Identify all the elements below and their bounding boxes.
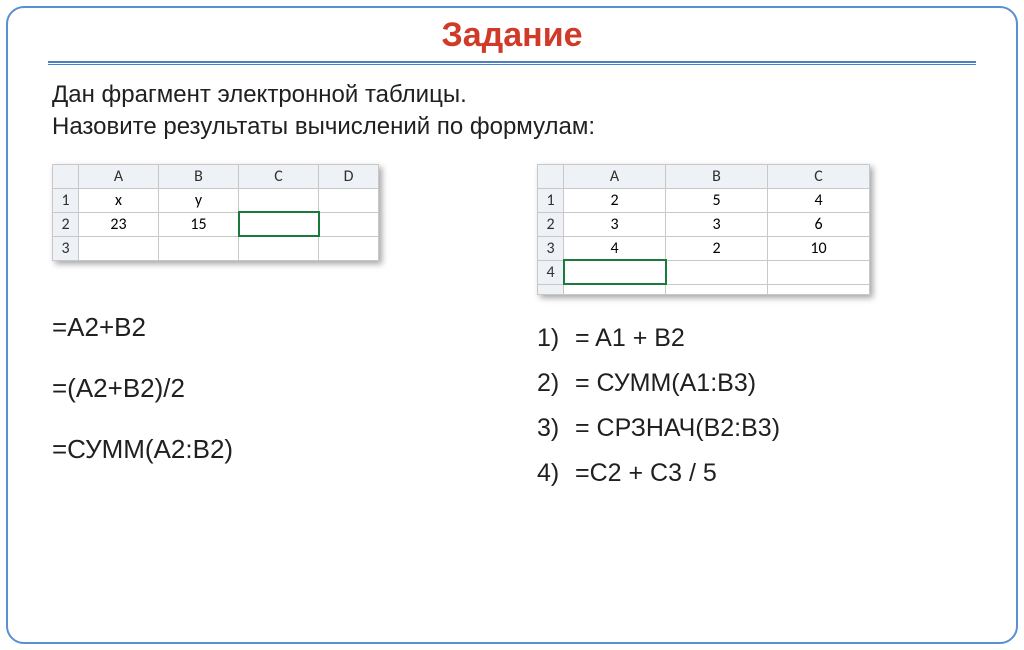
task-prompt: Дан фрагмент электронной таблицы. Назови… (52, 79, 972, 144)
cell: 3 (666, 212, 768, 236)
cell (768, 260, 870, 284)
row-header: 4 (538, 260, 564, 284)
column-header: A (564, 164, 666, 188)
formula-text: = СУММ(А1:В3) (575, 369, 756, 397)
cell: x (79, 188, 159, 212)
slide-container: Задание Дан фрагмент электронной таблицы… (6, 6, 1018, 644)
cell (319, 188, 379, 212)
right-column: ABC12542336342104 1)= A1 + B22)= СУММ(А1… (537, 164, 972, 504)
formula-number: 4) (537, 459, 575, 488)
formula-number: 3) (537, 414, 575, 443)
row-header: 2 (53, 212, 79, 236)
left-column: ABCD 1xy 22315 3 =A2+B2 =(A2+B2)/2 =СУММ(A2:B… (52, 164, 487, 504)
cell (159, 236, 239, 260)
sheet-corner (53, 164, 79, 188)
sheet-corner (538, 164, 564, 188)
row-header (538, 284, 564, 294)
slide-title: Задание (38, 16, 986, 55)
cell (768, 284, 870, 294)
cell (564, 260, 666, 284)
row-header: 1 (538, 188, 564, 212)
cell: 2 (564, 188, 666, 212)
cell: 23 (79, 212, 159, 236)
cell: 4 (564, 236, 666, 260)
cell (239, 236, 319, 260)
formula-text: = A1 + B2 (575, 324, 685, 352)
formula-text: = СРЗНАЧ(В2:В3) (575, 414, 780, 442)
cell: 6 (768, 212, 870, 236)
row-header: 3 (53, 236, 79, 260)
cell (564, 284, 666, 294)
formula-item: 4)=C2 + C3 / 5 (537, 459, 972, 488)
cell (319, 236, 379, 260)
cell: 4 (768, 188, 870, 212)
formula-text: =A2+B2 (52, 312, 487, 343)
cell (239, 188, 319, 212)
column-header: B (666, 164, 768, 188)
cell: y (159, 188, 239, 212)
cell (666, 260, 768, 284)
formula-number: 1) (537, 324, 575, 353)
row-header: 1 (53, 188, 79, 212)
cell: 2 (666, 236, 768, 260)
title-underline (48, 61, 976, 65)
formula-text: =(A2+B2)/2 (52, 373, 487, 404)
right-formula-list: 1)= A1 + B22)= СУММ(А1:В3)3)= СРЗНАЧ(В2:… (537, 324, 972, 488)
content-columns: ABCD1xy223153 =A2+B2=(A2+B2)/2=СУММ(A2:B… (52, 164, 972, 504)
formula-item: 2)= СУММ(А1:В3) (537, 369, 972, 398)
right-spreadsheet: ABC12542336342104 (537, 164, 870, 295)
cell: 15 (159, 212, 239, 236)
column-header: B (159, 164, 239, 188)
row-header: 3 (538, 236, 564, 260)
cell (79, 236, 159, 260)
left-formula-list: =A2+B2 =(A2+B2)/2 =СУММ(A2:B2) (52, 312, 487, 465)
cell (239, 212, 319, 236)
formula-item: 3)= СРЗНАЧ(В2:В3) (537, 414, 972, 443)
prompt-line-1: Дан фрагмент электронной таблицы. (52, 81, 467, 108)
cell (319, 212, 379, 236)
column-header: C (239, 164, 319, 188)
cell: 3 (564, 212, 666, 236)
column-header: C (768, 164, 870, 188)
formula-text: =СУММ(A2:B2) (52, 434, 487, 465)
column-header: A (79, 164, 159, 188)
row-header: 2 (538, 212, 564, 236)
prompt-line-2: Назовите результаты вычислений по формул… (52, 113, 595, 140)
cell: 10 (768, 236, 870, 260)
left-spreadsheet: ABCD 1xy 22315 3 (52, 164, 379, 261)
column-header: D (319, 164, 379, 188)
formula-text: =C2 + C3 / 5 (575, 459, 717, 487)
cell: 5 (666, 188, 768, 212)
formula-number: 2) (537, 369, 575, 398)
formula-item: 1)= A1 + B2 (537, 324, 972, 353)
cell (666, 284, 768, 294)
